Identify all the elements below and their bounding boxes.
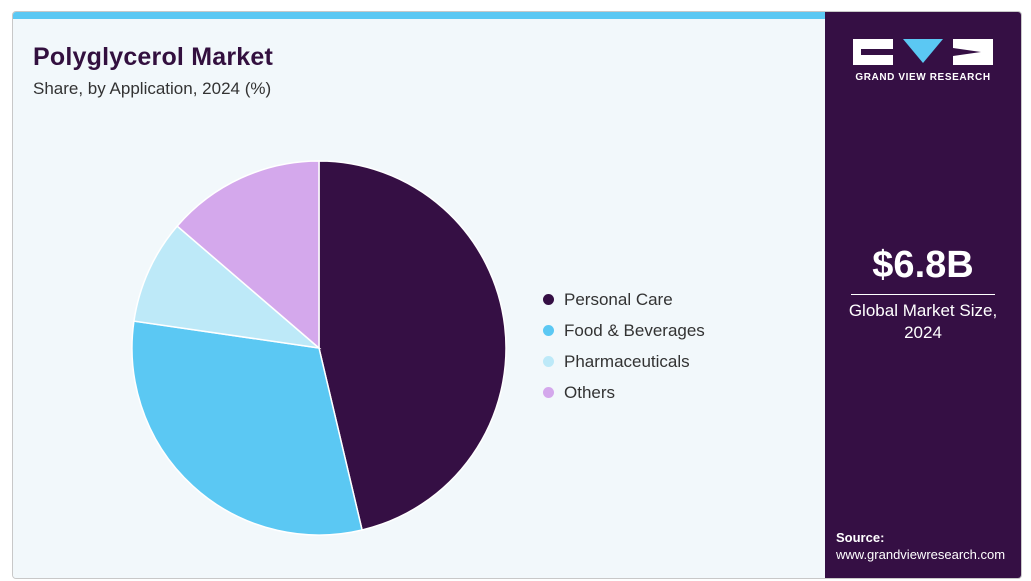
legend-swatch — [543, 294, 554, 305]
chart-subtitle: Share, by Application, 2024 (%) — [33, 79, 272, 98]
sidebar: GRAND VIEW RESEARCH $6.8B Global Market … — [825, 12, 1021, 578]
legend-item-food-beverages: Food & Beverages — [543, 315, 705, 346]
slice-food-beverages — [131, 320, 363, 536]
legend-label: Personal Care — [564, 289, 673, 309]
legend-label: Others — [564, 382, 616, 402]
logo-text: GRAND VIEW RESEARCH — [855, 72, 991, 83]
slice-others — [176, 160, 320, 350]
pie-chart — [131, 160, 507, 536]
legend-item-pharmaceuticals: Pharmaceuticals — [543, 346, 705, 377]
source-label: Source: — [836, 530, 885, 545]
legend-swatch — [543, 387, 554, 398]
grand-view-research-logo — [853, 39, 993, 65]
source-url[interactable]: www.grandviewresearch.com — [836, 547, 1006, 562]
slice-personal-care — [318, 160, 507, 531]
top-accent-bar — [13, 12, 825, 19]
legend-swatch — [543, 325, 554, 336]
market-size-label: Global Market Size, 2024 — [848, 301, 998, 342]
chart-title: Polyglycerol Market — [33, 43, 274, 71]
legend-item-others: Others — [543, 377, 705, 408]
legend-swatch — [543, 356, 554, 367]
legend-item-personal-care: Personal Care — [543, 284, 705, 315]
report-card: Polyglycerol Market Share, by Applicatio… — [12, 11, 1022, 579]
chart-panel: Polyglycerol Market Share, by Applicatio… — [13, 19, 825, 578]
legend-label: Food & Beverages — [564, 320, 705, 340]
slice-pharmaceuticals — [133, 225, 322, 350]
divider — [851, 294, 995, 295]
chart-legend: Personal Care Food & Beverages Pharmaceu… — [543, 284, 705, 408]
legend-label: Pharmaceuticals — [564, 351, 690, 371]
market-size-value: $6.8B — [872, 244, 974, 286]
